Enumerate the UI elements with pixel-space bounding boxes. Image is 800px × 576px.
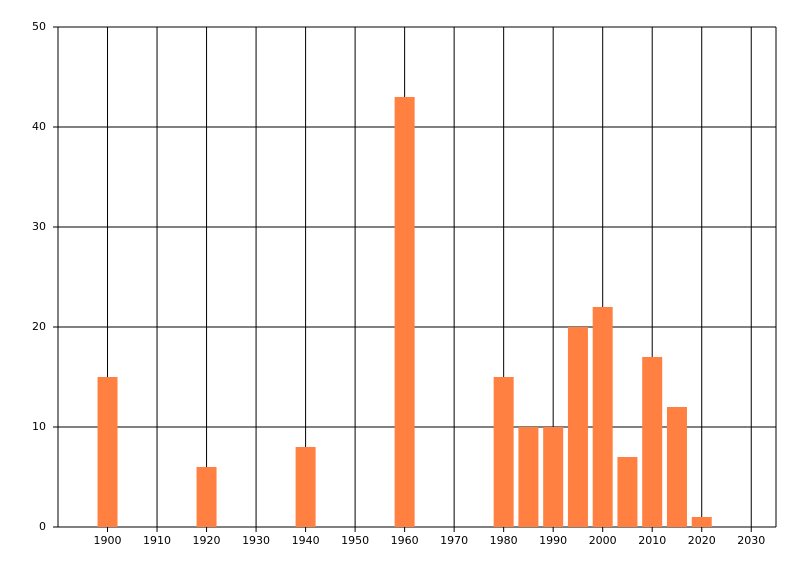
x-tick-label: 1980 [490, 534, 518, 547]
x-tick-label: 2020 [688, 534, 716, 547]
x-tick-label: 1960 [391, 534, 419, 547]
x-tick-label: 1940 [292, 534, 320, 547]
x-tick-label: 2000 [589, 534, 617, 547]
bar [518, 427, 539, 527]
x-tick-label: 1910 [143, 534, 171, 547]
x-tick-label: 1990 [539, 534, 567, 547]
y-tick-label: 40 [32, 120, 46, 133]
x-tick-label: 1920 [193, 534, 221, 547]
x-tick-label: 1950 [341, 534, 369, 547]
x-tick-label: 1970 [440, 534, 468, 547]
bar [493, 377, 514, 527]
x-tick-label: 1930 [242, 534, 270, 547]
bar [666, 407, 687, 527]
y-tick-label: 20 [32, 320, 46, 333]
bar [691, 517, 712, 527]
bar [567, 327, 588, 527]
bar [394, 97, 415, 527]
bar [196, 467, 217, 527]
y-tick-label: 0 [39, 520, 46, 533]
bar [97, 377, 118, 527]
y-tick-label: 10 [32, 420, 46, 433]
y-tick-label: 30 [32, 220, 46, 233]
bar [592, 307, 613, 527]
bar [617, 457, 638, 527]
x-tick-label: 1900 [94, 534, 122, 547]
bar [642, 357, 663, 527]
bar [543, 427, 564, 527]
x-tick-label: 2010 [638, 534, 666, 547]
y-tick-label: 50 [32, 20, 46, 33]
bar [295, 447, 316, 527]
x-tick-label: 2030 [737, 534, 765, 547]
